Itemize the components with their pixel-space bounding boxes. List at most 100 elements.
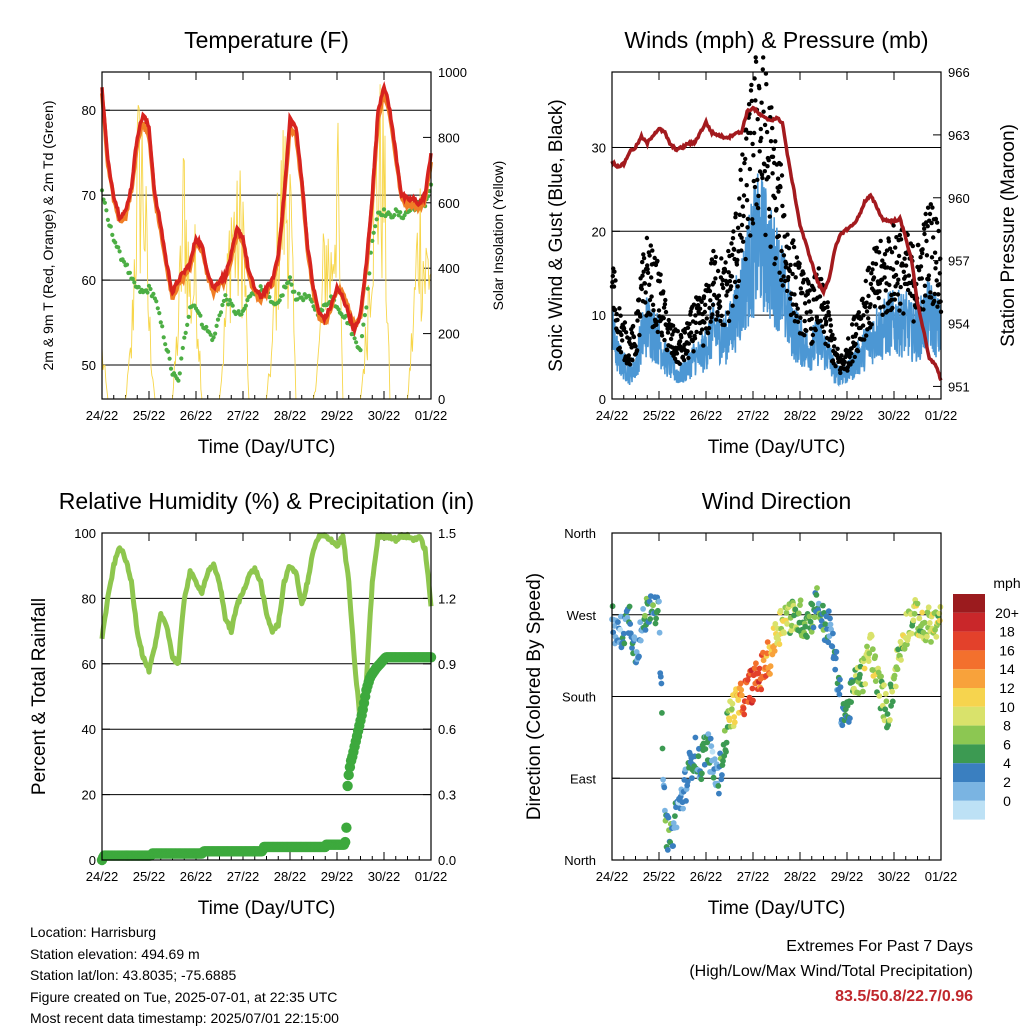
- gust-point: [808, 309, 813, 314]
- direction-point: [925, 604, 932, 611]
- x-tick-label: 28/22: [784, 408, 817, 423]
- gust-point: [759, 135, 764, 141]
- y-tick-label: West: [567, 608, 597, 623]
- gust-point: [894, 260, 900, 265]
- gust-point: [784, 261, 789, 266]
- x-axis-label: Time (Day/UTC): [708, 898, 846, 919]
- dewpoint-point: [145, 290, 150, 295]
- gust-point: [615, 317, 620, 323]
- dewpoint-point: [121, 259, 127, 264]
- gust-point: [866, 316, 871, 321]
- dewpoint-point: [392, 213, 397, 218]
- x-tick-label: 30/22: [368, 408, 401, 423]
- direction-point: [741, 711, 748, 718]
- gust-point: [743, 156, 748, 162]
- legend-label: 4: [1003, 755, 1011, 771]
- gust-point: [810, 332, 816, 338]
- legend-label: 6: [1003, 736, 1011, 752]
- direction-point: [698, 776, 705, 783]
- gust-point: [781, 274, 786, 279]
- gust-point: [896, 253, 902, 259]
- precip-point: [341, 822, 352, 833]
- gust-point: [665, 347, 670, 353]
- chart-title: Temperature (F): [184, 27, 349, 53]
- direction-point: [814, 585, 820, 591]
- direction-point: [653, 615, 659, 622]
- gust-point: [782, 213, 787, 218]
- gust-point: [633, 343, 638, 349]
- gust-point: [918, 255, 923, 260]
- gust-point: [780, 283, 785, 288]
- gust-point: [758, 126, 763, 132]
- gust-point: [706, 283, 711, 289]
- gust-point: [741, 193, 747, 198]
- direction-point: [735, 697, 742, 703]
- direction-point: [827, 615, 833, 622]
- dewpoint-point: [166, 349, 171, 354]
- gust-point: [751, 153, 756, 158]
- dewpoint-point: [154, 299, 159, 304]
- direction-point: [882, 706, 889, 713]
- gust-point: [685, 349, 690, 354]
- dewpoint-point: [359, 334, 365, 339]
- gust-point: [638, 314, 643, 319]
- direction-point: [936, 617, 943, 624]
- gust-point: [748, 130, 753, 136]
- gust-point: [725, 310, 731, 315]
- gust-point: [622, 320, 628, 325]
- direction-point: [825, 639, 832, 646]
- plot-border: [611, 532, 942, 861]
- gust-point: [916, 268, 922, 273]
- direction-point: [868, 633, 875, 639]
- gust-point: [687, 321, 692, 327]
- direction-point: [673, 824, 680, 831]
- direction-point: [749, 685, 756, 692]
- direction-point: [836, 691, 843, 698]
- gust-point: [922, 283, 928, 288]
- gust-point: [610, 273, 615, 279]
- gust-point: [856, 310, 861, 315]
- gust-point: [612, 307, 618, 312]
- dewpoint-point: [370, 238, 375, 243]
- gust-point: [932, 298, 937, 304]
- gust-point: [918, 264, 924, 269]
- direction-point: [806, 613, 813, 620]
- x-tick-label: 26/22: [180, 408, 213, 423]
- gust-point: [656, 308, 662, 313]
- direction-point: [904, 641, 910, 648]
- gust-point: [734, 262, 740, 267]
- gust-point: [647, 253, 652, 258]
- y2-tick-label: 966: [948, 65, 970, 80]
- y2-tick-label: 1.2: [438, 591, 456, 606]
- y-tick-label: East: [570, 771, 596, 786]
- y2-tick-label: 0.9: [438, 657, 456, 672]
- gust-point: [924, 238, 929, 244]
- gust-point: [745, 216, 751, 222]
- direction-point: [857, 671, 863, 678]
- gust-point: [745, 225, 750, 230]
- y-tick-label: 20: [592, 224, 606, 239]
- gust-point: [933, 216, 939, 222]
- gust-point: [740, 204, 745, 209]
- dewpoint-point: [286, 280, 291, 285]
- direction-point: [636, 653, 642, 660]
- gust-point: [930, 205, 935, 210]
- direction-point: [659, 745, 666, 752]
- gust-point: [611, 284, 617, 289]
- gust-point: [703, 302, 708, 307]
- y2-tick-label: 1000: [438, 65, 467, 80]
- direction-point: [889, 698, 896, 705]
- gust-point: [928, 290, 933, 295]
- chart-title: Relative Humidity (%) & Precipitation (i…: [59, 488, 474, 514]
- gust-point: [925, 224, 930, 229]
- gust-point: [898, 284, 903, 290]
- gust-point: [765, 164, 770, 169]
- gust-point: [853, 341, 858, 347]
- gust-point: [926, 277, 931, 282]
- dewpoint-point: [211, 335, 216, 340]
- direction-point: [881, 682, 887, 688]
- gust-point: [752, 184, 758, 190]
- gust-point: [731, 229, 736, 234]
- gust-point: [772, 195, 778, 201]
- precip-point: [340, 836, 351, 848]
